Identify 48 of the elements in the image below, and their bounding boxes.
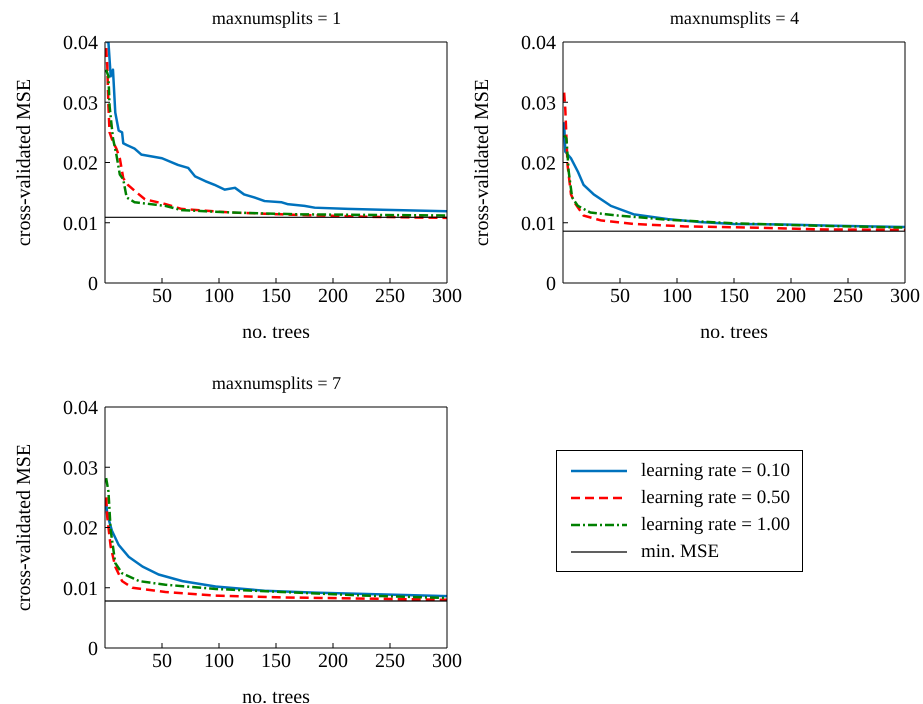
x-tick-label: 50	[610, 285, 630, 308]
x-tick-label: 200	[776, 285, 806, 308]
x-tick-label: 200	[318, 650, 348, 672]
x-tick-label: 100	[204, 285, 234, 308]
x-tick-label: 300	[432, 650, 462, 672]
y-tick-label: 0.01	[63, 212, 98, 235]
y-tick-label: 0.02	[63, 152, 98, 175]
chart-title: maxnumsplits = 4	[668, 8, 800, 29]
x-tick-label: 100	[662, 285, 692, 308]
x-tick-label: 200	[318, 285, 348, 308]
x-tick-label: 150	[719, 285, 749, 308]
y-tick-label: 0.03	[63, 92, 98, 114]
x-tick-label: 50	[152, 650, 172, 672]
x-tick-label: 300	[890, 285, 920, 308]
y-tick-label: 0.03	[63, 457, 98, 480]
chart-title: maxnumsplits = 7	[210, 373, 342, 394]
x-tick-label: 150	[261, 285, 291, 308]
x-axis-title: no. trees	[242, 686, 310, 704]
y-axis-title: cross-validated MSE	[471, 78, 494, 246]
legend-label: min. MSE	[641, 540, 720, 562]
x-tick-label: 300	[432, 285, 462, 308]
x-tick-label: 50	[152, 285, 172, 308]
x-tick-label: 250	[833, 285, 863, 308]
y-tick-label: 0.04	[63, 397, 98, 420]
x-tick-label: 250	[375, 285, 405, 308]
line-series	[105, 476, 447, 600]
x-tick-label: 150	[261, 650, 291, 672]
x-tick-label: 250	[375, 650, 405, 672]
legend-label: learning rate = 1.00	[641, 514, 790, 536]
x-tick-label: 100	[204, 650, 234, 672]
y-tick-label: 0.03	[521, 92, 556, 114]
legend-label: learning rate = 0.10	[641, 460, 790, 482]
y-tick-label: 0	[88, 273, 98, 296]
y-axis-title: cross-validated MSE	[13, 78, 36, 246]
y-tick-label: 0.01	[63, 578, 98, 600]
y-tick-label: 0.04	[521, 32, 556, 54]
y-tick-label: 0.01	[521, 212, 556, 235]
chart-title: maxnumsplits = 1	[210, 8, 342, 29]
y-tick-label: 0.04	[63, 32, 98, 54]
line-series	[563, 91, 905, 232]
y-tick-label: 0.02	[521, 152, 556, 175]
y-tick-label: 0.02	[63, 518, 98, 540]
y-tick-label: 0	[88, 638, 98, 660]
y-axis-title: cross-validated MSE	[13, 444, 36, 612]
y-tick-label: 0	[546, 273, 556, 296]
x-axis-title: no. trees	[700, 321, 768, 343]
x-axis-title: no. trees	[242, 321, 310, 343]
legend-label: learning rate = 0.50	[641, 486, 790, 508]
